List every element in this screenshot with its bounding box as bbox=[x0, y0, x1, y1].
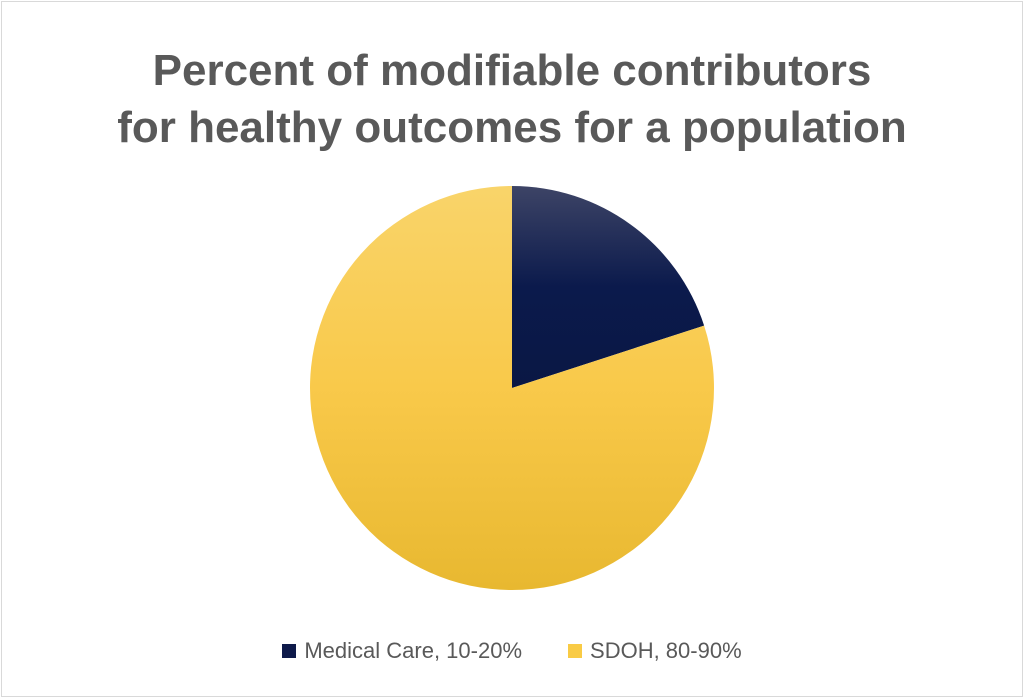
legend-label: SDOH, 80-90% bbox=[590, 638, 742, 663]
legend-item-sdoh: SDOH, 80-90% bbox=[568, 638, 742, 664]
legend-swatch bbox=[282, 644, 297, 658]
pie-slice-sdoh bbox=[310, 186, 714, 590]
legend-item-medical-care: Medical Care, 10-20% bbox=[282, 638, 522, 664]
legend-label: Medical Care, 10-20% bbox=[304, 638, 523, 663]
legend-swatch bbox=[568, 644, 583, 658]
chart-title: Percent of modifiable contributors for h… bbox=[0, 42, 1024, 156]
legend: Medical Care, 10-20% SDOH, 80-90% bbox=[0, 638, 1024, 664]
pie-slice-medical-care bbox=[512, 186, 705, 388]
chart-title-line-2: for healthy outcomes for a population bbox=[117, 103, 907, 152]
chart-title-line-1: Percent of modifiable contributors bbox=[152, 46, 872, 95]
